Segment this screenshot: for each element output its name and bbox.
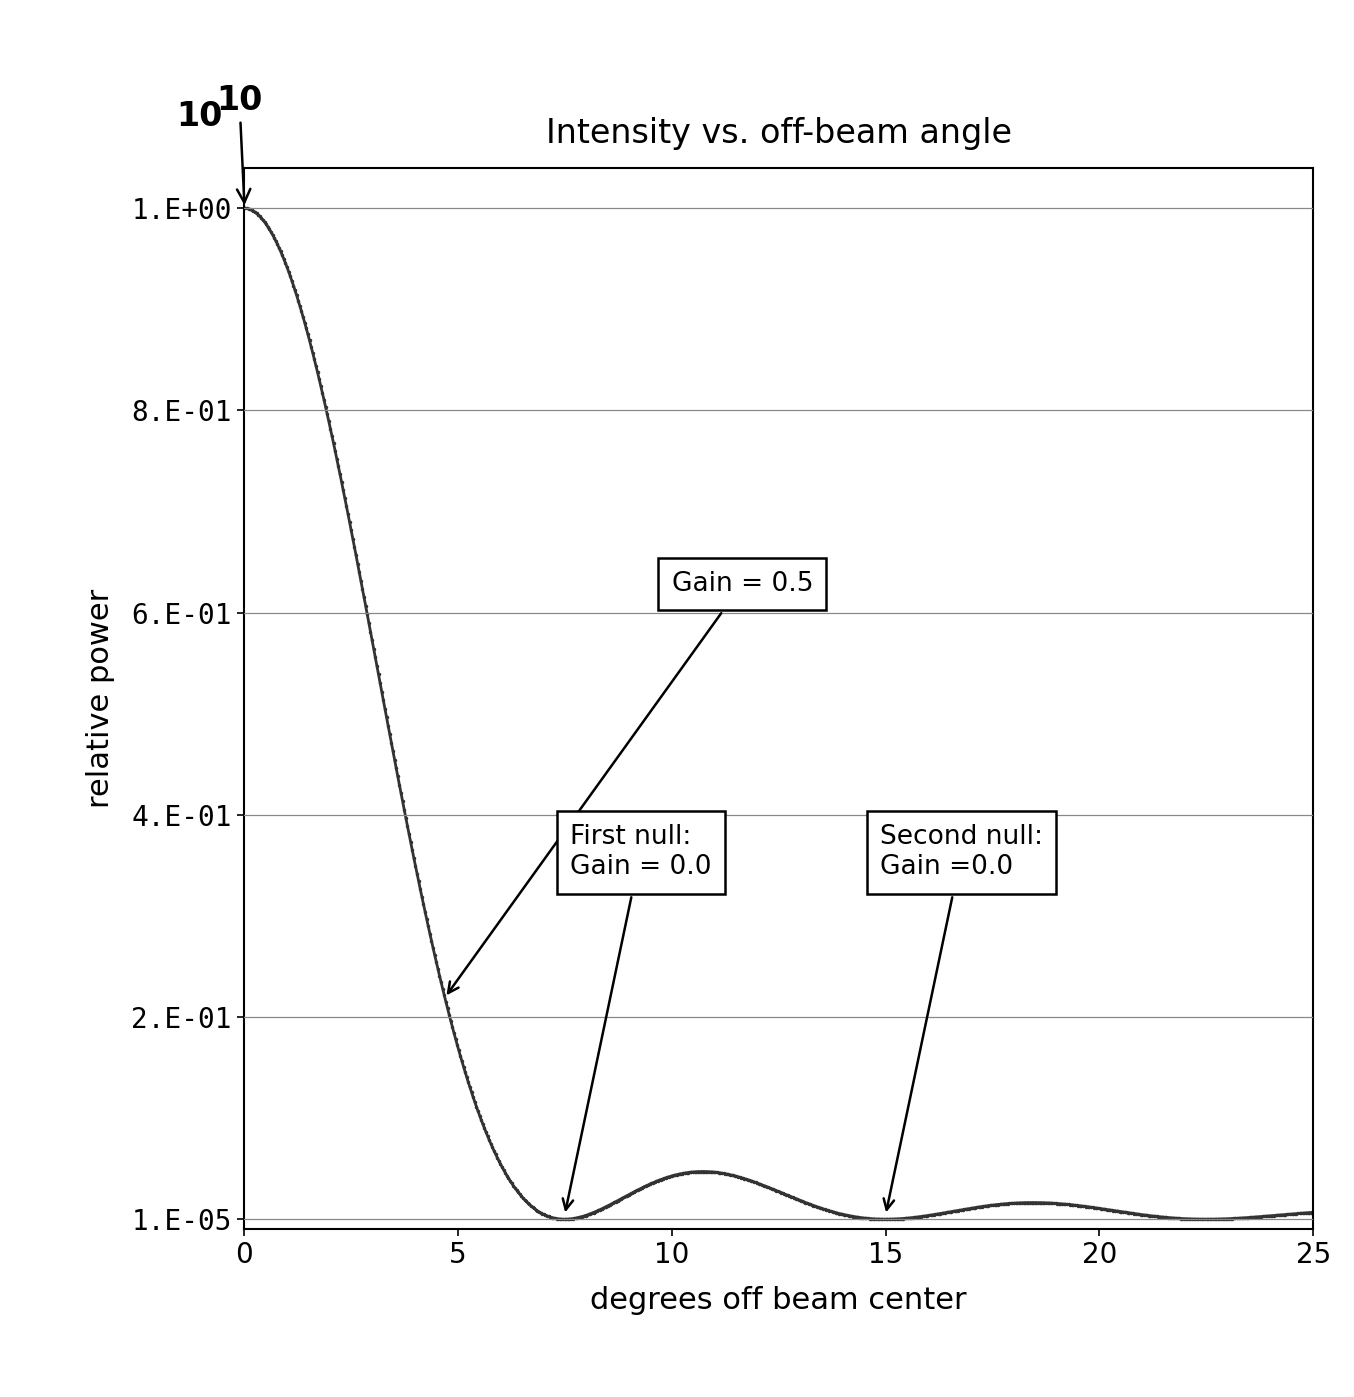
Y-axis label: relative power: relative power: [85, 590, 115, 807]
Text: 10: 10: [176, 99, 222, 133]
Title: Intensity vs. off-beam angle: Intensity vs. off-beam angle: [546, 116, 1011, 149]
Text: Gain = 0.5: Gain = 0.5: [448, 571, 814, 993]
X-axis label: degrees off beam center: degrees off beam center: [590, 1285, 967, 1315]
Text: 10: 10: [217, 84, 263, 203]
Text: Second null:
Gain =0.0: Second null: Gain =0.0: [880, 824, 1043, 1210]
Text: First null:
Gain = 0.0: First null: Gain = 0.0: [563, 824, 711, 1210]
